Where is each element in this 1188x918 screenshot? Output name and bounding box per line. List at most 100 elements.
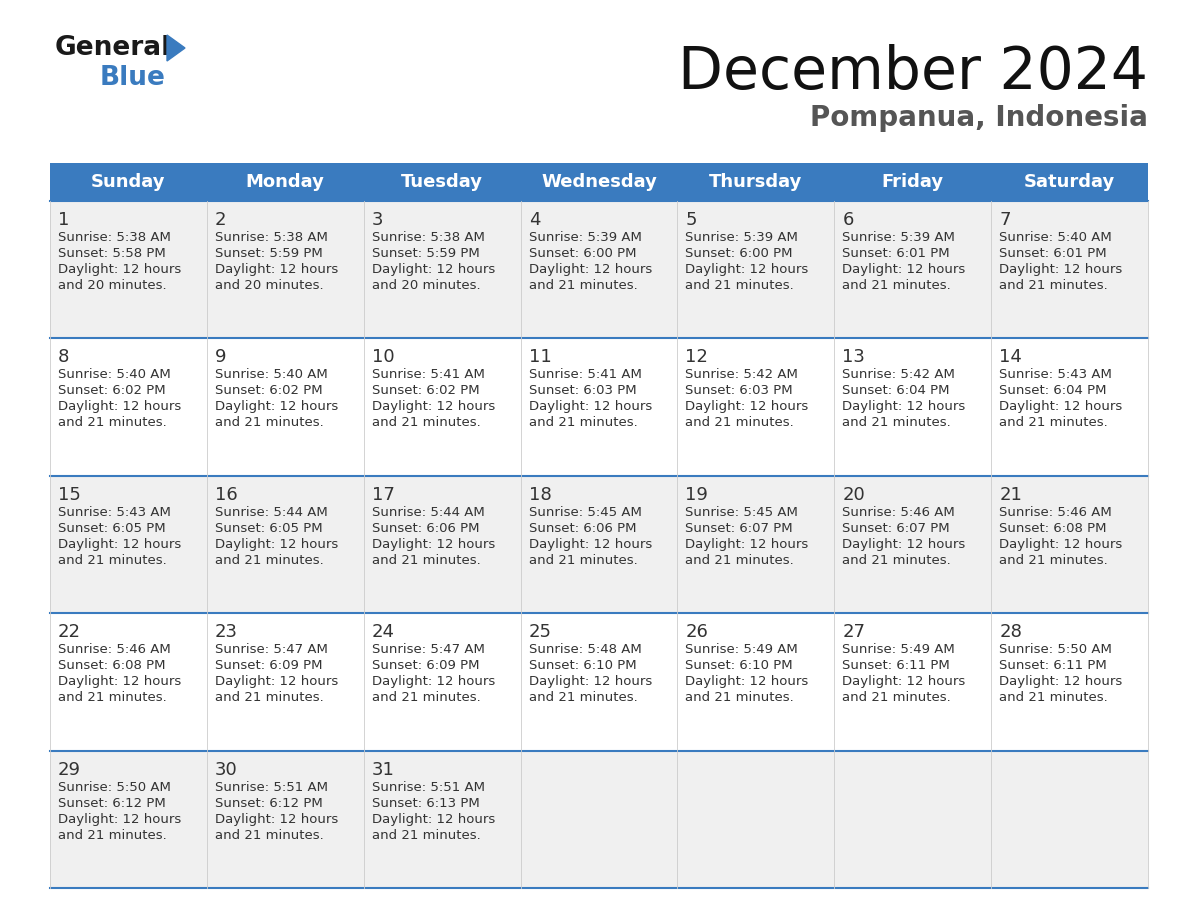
Text: Sunset: 5:59 PM: Sunset: 5:59 PM (372, 247, 480, 260)
Text: 14: 14 (999, 349, 1022, 366)
Text: Tuesday: Tuesday (402, 173, 484, 191)
Text: Sunset: 6:01 PM: Sunset: 6:01 PM (999, 247, 1107, 260)
Text: Wednesday: Wednesday (541, 173, 657, 191)
Text: and 21 minutes.: and 21 minutes. (215, 691, 323, 704)
Text: Blue: Blue (100, 65, 166, 91)
Text: Daylight: 12 hours: Daylight: 12 hours (215, 812, 339, 825)
Text: Sunset: 5:59 PM: Sunset: 5:59 PM (215, 247, 323, 260)
Text: Daylight: 12 hours: Daylight: 12 hours (999, 676, 1123, 688)
Text: 25: 25 (529, 623, 551, 641)
Text: Daylight: 12 hours: Daylight: 12 hours (842, 263, 966, 276)
Text: Sunrise: 5:45 AM: Sunrise: 5:45 AM (529, 506, 642, 519)
Text: Sunset: 6:04 PM: Sunset: 6:04 PM (999, 385, 1107, 397)
Text: Friday: Friday (881, 173, 943, 191)
Text: 20: 20 (842, 486, 865, 504)
Text: Daylight: 12 hours: Daylight: 12 hours (999, 400, 1123, 413)
Text: Daylight: 12 hours: Daylight: 12 hours (215, 676, 339, 688)
Text: Sunset: 6:05 PM: Sunset: 6:05 PM (215, 521, 322, 535)
Text: Sunrise: 5:39 AM: Sunrise: 5:39 AM (685, 231, 798, 244)
Text: Daylight: 12 hours: Daylight: 12 hours (685, 263, 809, 276)
Text: 13: 13 (842, 349, 865, 366)
Text: Daylight: 12 hours: Daylight: 12 hours (529, 263, 652, 276)
Text: Daylight: 12 hours: Daylight: 12 hours (372, 812, 495, 825)
Text: Sunset: 6:13 PM: Sunset: 6:13 PM (372, 797, 480, 810)
Text: Sunset: 6:06 PM: Sunset: 6:06 PM (529, 521, 636, 535)
Text: 19: 19 (685, 486, 708, 504)
Text: Daylight: 12 hours: Daylight: 12 hours (842, 676, 966, 688)
Text: Sunset: 6:07 PM: Sunset: 6:07 PM (842, 521, 950, 535)
Text: and 21 minutes.: and 21 minutes. (58, 691, 166, 704)
Text: Sunrise: 5:45 AM: Sunrise: 5:45 AM (685, 506, 798, 519)
Text: 1: 1 (58, 211, 69, 229)
Text: Sunset: 6:02 PM: Sunset: 6:02 PM (58, 385, 165, 397)
Text: and 21 minutes.: and 21 minutes. (999, 279, 1108, 292)
Text: Daylight: 12 hours: Daylight: 12 hours (842, 538, 966, 551)
Text: Sunrise: 5:44 AM: Sunrise: 5:44 AM (215, 506, 328, 519)
Text: and 21 minutes.: and 21 minutes. (215, 829, 323, 842)
Text: Sunset: 6:02 PM: Sunset: 6:02 PM (215, 385, 322, 397)
Text: Sunrise: 5:38 AM: Sunrise: 5:38 AM (58, 231, 171, 244)
Text: Daylight: 12 hours: Daylight: 12 hours (215, 538, 339, 551)
Text: Sunrise: 5:48 AM: Sunrise: 5:48 AM (529, 644, 642, 656)
Text: and 21 minutes.: and 21 minutes. (529, 279, 637, 292)
Text: 3: 3 (372, 211, 384, 229)
Text: Daylight: 12 hours: Daylight: 12 hours (685, 400, 809, 413)
Text: and 21 minutes.: and 21 minutes. (58, 417, 166, 430)
Text: and 21 minutes.: and 21 minutes. (842, 691, 952, 704)
Bar (50, 751, 1148, 888)
Text: and 21 minutes.: and 21 minutes. (529, 554, 637, 566)
Text: Daylight: 12 hours: Daylight: 12 hours (215, 263, 339, 276)
Text: and 21 minutes.: and 21 minutes. (842, 417, 952, 430)
Text: December 2024: December 2024 (678, 44, 1148, 102)
Text: Sunrise: 5:43 AM: Sunrise: 5:43 AM (999, 368, 1112, 381)
Text: Sunrise: 5:42 AM: Sunrise: 5:42 AM (842, 368, 955, 381)
Text: 30: 30 (215, 761, 238, 778)
Text: 21: 21 (999, 486, 1022, 504)
Text: Daylight: 12 hours: Daylight: 12 hours (58, 538, 182, 551)
Bar (50, 163, 1148, 201)
Text: Sunrise: 5:51 AM: Sunrise: 5:51 AM (372, 780, 485, 793)
Text: Sunrise: 5:41 AM: Sunrise: 5:41 AM (529, 368, 642, 381)
Text: Daylight: 12 hours: Daylight: 12 hours (372, 538, 495, 551)
Text: 9: 9 (215, 349, 227, 366)
Text: 15: 15 (58, 486, 81, 504)
Text: Sunrise: 5:50 AM: Sunrise: 5:50 AM (999, 644, 1112, 656)
Text: 24: 24 (372, 623, 394, 641)
Text: Daylight: 12 hours: Daylight: 12 hours (58, 400, 182, 413)
Text: Daylight: 12 hours: Daylight: 12 hours (685, 676, 809, 688)
Text: Sunrise: 5:41 AM: Sunrise: 5:41 AM (372, 368, 485, 381)
Text: Sunrise: 5:46 AM: Sunrise: 5:46 AM (999, 506, 1112, 519)
Text: Daylight: 12 hours: Daylight: 12 hours (529, 400, 652, 413)
Text: 28: 28 (999, 623, 1022, 641)
Text: 31: 31 (372, 761, 394, 778)
Text: Daylight: 12 hours: Daylight: 12 hours (842, 400, 966, 413)
Text: and 21 minutes.: and 21 minutes. (58, 554, 166, 566)
Text: and 21 minutes.: and 21 minutes. (999, 691, 1108, 704)
Text: and 21 minutes.: and 21 minutes. (999, 417, 1108, 430)
Text: and 20 minutes.: and 20 minutes. (215, 279, 323, 292)
Text: and 21 minutes.: and 21 minutes. (215, 554, 323, 566)
Text: Sunset: 6:03 PM: Sunset: 6:03 PM (529, 385, 637, 397)
Text: Daylight: 12 hours: Daylight: 12 hours (58, 263, 182, 276)
Text: and 21 minutes.: and 21 minutes. (372, 417, 480, 430)
Text: Sunset: 6:08 PM: Sunset: 6:08 PM (58, 659, 165, 672)
Text: and 21 minutes.: and 21 minutes. (685, 417, 795, 430)
Text: Daylight: 12 hours: Daylight: 12 hours (58, 676, 182, 688)
Text: Sunrise: 5:49 AM: Sunrise: 5:49 AM (842, 644, 955, 656)
Text: Daylight: 12 hours: Daylight: 12 hours (372, 676, 495, 688)
Text: Sunrise: 5:40 AM: Sunrise: 5:40 AM (999, 231, 1112, 244)
Text: Sunrise: 5:46 AM: Sunrise: 5:46 AM (842, 506, 955, 519)
Text: Sunrise: 5:38 AM: Sunrise: 5:38 AM (215, 231, 328, 244)
Text: Sunset: 5:58 PM: Sunset: 5:58 PM (58, 247, 166, 260)
Text: Daylight: 12 hours: Daylight: 12 hours (58, 812, 182, 825)
Text: 12: 12 (685, 349, 708, 366)
Text: 27: 27 (842, 623, 865, 641)
Text: Sunset: 6:02 PM: Sunset: 6:02 PM (372, 385, 479, 397)
Text: and 21 minutes.: and 21 minutes. (685, 279, 795, 292)
Text: 5: 5 (685, 211, 697, 229)
Text: and 21 minutes.: and 21 minutes. (842, 554, 952, 566)
Text: 6: 6 (842, 211, 854, 229)
Text: Sunrise: 5:38 AM: Sunrise: 5:38 AM (372, 231, 485, 244)
Text: and 21 minutes.: and 21 minutes. (685, 554, 795, 566)
Text: and 21 minutes.: and 21 minutes. (58, 829, 166, 842)
